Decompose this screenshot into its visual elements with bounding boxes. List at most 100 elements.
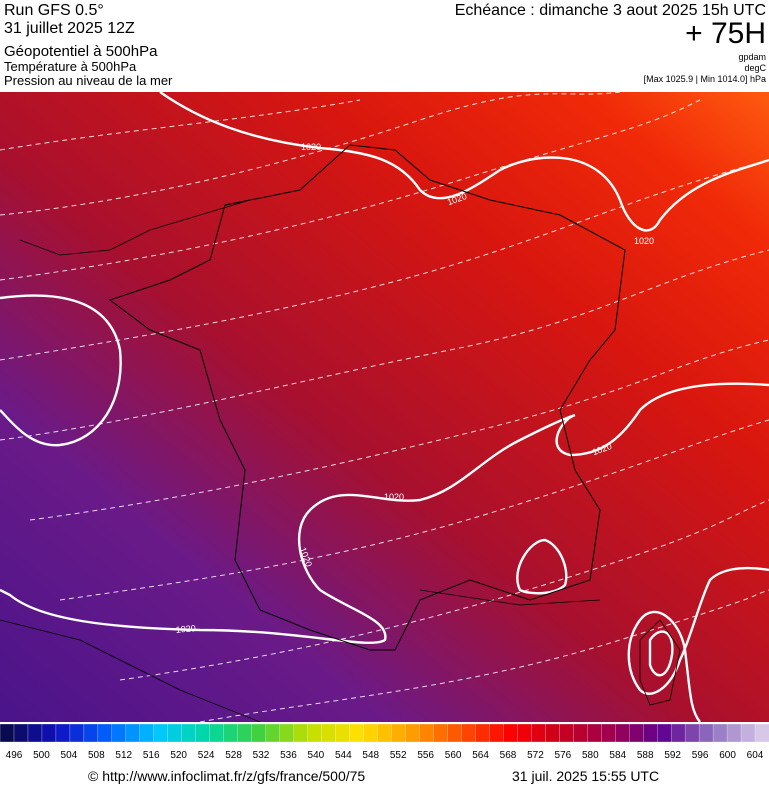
colorbar-label: 508 <box>88 750 105 761</box>
temperature-field <box>0 92 769 722</box>
colorbar-cell <box>265 723 281 743</box>
colorbar-label: 536 <box>280 750 297 761</box>
colorbar-label: 604 <box>747 750 764 761</box>
colorbar-label: 572 <box>527 750 544 761</box>
colorbar-cell <box>195 723 211 743</box>
colorbar-label: 520 <box>170 750 187 761</box>
contour-label: 1020 <box>301 142 321 152</box>
header: Run GFS 0.5° 31 juillet 2025 12Z Géopote… <box>4 2 767 88</box>
lead-time: + 75H <box>685 17 766 50</box>
colorbar-cell <box>97 723 113 743</box>
colorbar-cell <box>475 723 491 743</box>
unit: degC <box>744 63 766 73</box>
field: Pression au niveau de la mer <box>4 73 173 88</box>
contour-label: 1020 <box>634 236 654 246</box>
colorbar-label: 592 <box>664 750 681 761</box>
source: © http://www.infoclimat.fr/z/gfs/france/… <box>88 768 365 784</box>
france-outline <box>108 144 626 651</box>
colorbar-cell <box>754 723 769 743</box>
run-date: 31 juillet 2025 12Z <box>4 20 135 37</box>
colorbar-cell <box>531 723 546 743</box>
colorbar-cell <box>223 723 239 743</box>
colorbar-cell <box>139 723 155 743</box>
colorbar-cell <box>181 723 197 743</box>
colorbar-cell <box>726 723 742 743</box>
colorbar-label: 568 <box>500 750 517 761</box>
colorbar-cell <box>0 723 15 743</box>
unit: gpdam <box>738 52 766 62</box>
colorbar-cell <box>573 723 588 743</box>
colorbar-cell <box>13 723 29 743</box>
colorbar-cell <box>251 723 267 743</box>
colorbar-cell <box>517 723 532 743</box>
colorbar-cell <box>433 723 449 743</box>
colorbar-cell <box>55 723 71 743</box>
run: Run GFS 0.5° <box>4 2 104 19</box>
colorbar-label: 548 <box>362 750 379 761</box>
colorbar-cell <box>587 723 602 743</box>
colorbar-label: 512 <box>115 750 132 761</box>
colorbar-cell <box>41 723 57 743</box>
colorbar-cell <box>545 723 560 743</box>
timestamp: 31 juil. 2025 15:55 UTC <box>512 768 659 784</box>
colorbar-label: 500 <box>33 750 50 761</box>
colorbar-cell <box>643 723 658 743</box>
colorbar-cell <box>712 723 728 743</box>
colorbar-cell <box>559 723 574 743</box>
colorbar-cell <box>209 723 225 743</box>
contour-label: 1020 <box>384 492 404 502</box>
colorbar-label: 540 <box>308 750 325 761</box>
pressure-contours <box>0 92 769 722</box>
colorbar-cell <box>335 723 351 743</box>
colorbar-cell <box>307 723 323 743</box>
colorbar-label: 532 <box>253 750 270 761</box>
colorbar-cell <box>125 723 141 743</box>
colorbar-cell <box>111 723 127 743</box>
colorbar-cell <box>363 723 379 743</box>
extremes: [Max 1025.9 | Min 1014.0] hPa <box>644 74 766 84</box>
colorbar-label: 544 <box>335 750 352 761</box>
colorbar-label: 580 <box>582 750 599 761</box>
colorbar-label: 556 <box>417 750 434 761</box>
valid-time: Echéance : dimanche 3 aout 2025 15h UTC <box>455 2 766 19</box>
colorbar-cell <box>447 723 463 743</box>
colorbar: 496 500 504 508 512 516 520 524 528 532 536 540 544 5… <box>0 723 769 761</box>
colorbar-cell <box>377 723 393 743</box>
colorbar-cell <box>629 723 644 743</box>
colorbar-cell <box>489 723 504 743</box>
colorbar-cell <box>237 723 253 743</box>
colorbar-label: 564 <box>472 750 489 761</box>
colorbar-cell <box>740 723 756 743</box>
colorbar-label: 576 <box>555 750 572 761</box>
colorbar-label: 516 <box>143 750 160 761</box>
colorbar-label: 504 <box>61 750 78 761</box>
colorbar-cell <box>419 723 435 743</box>
colorbar-label: 600 <box>719 750 736 761</box>
coastlines <box>0 199 681 722</box>
colorbar-cell <box>684 723 700 743</box>
colorbar-label: 528 <box>225 750 242 761</box>
colorbar-cell <box>167 723 183 743</box>
colorbar-label: 552 <box>390 750 407 761</box>
colorbar-label: 524 <box>198 750 215 761</box>
colorbar-label: 560 <box>445 750 462 761</box>
colorbar-cell <box>293 723 309 743</box>
field: Température à 500hPa <box>4 59 137 74</box>
colorbar-label: 496 <box>6 750 23 761</box>
colorbar-cell <box>698 723 714 743</box>
colorbar-cell <box>349 723 365 743</box>
colorbar-cell <box>405 723 421 743</box>
colorbar-cell <box>391 723 407 743</box>
colorbar-cell <box>461 723 477 743</box>
colorbar-cell <box>670 723 686 743</box>
colorbar-cell <box>27 723 43 743</box>
colorbar-cell <box>153 723 169 743</box>
colorbar-cell <box>279 723 295 743</box>
colorbar-cell <box>321 723 337 743</box>
footer: © http://www.infoclimat.fr/z/gfs/france/… <box>88 768 659 784</box>
colorbar-cell <box>601 723 616 743</box>
colorbar-label: 588 <box>637 750 654 761</box>
